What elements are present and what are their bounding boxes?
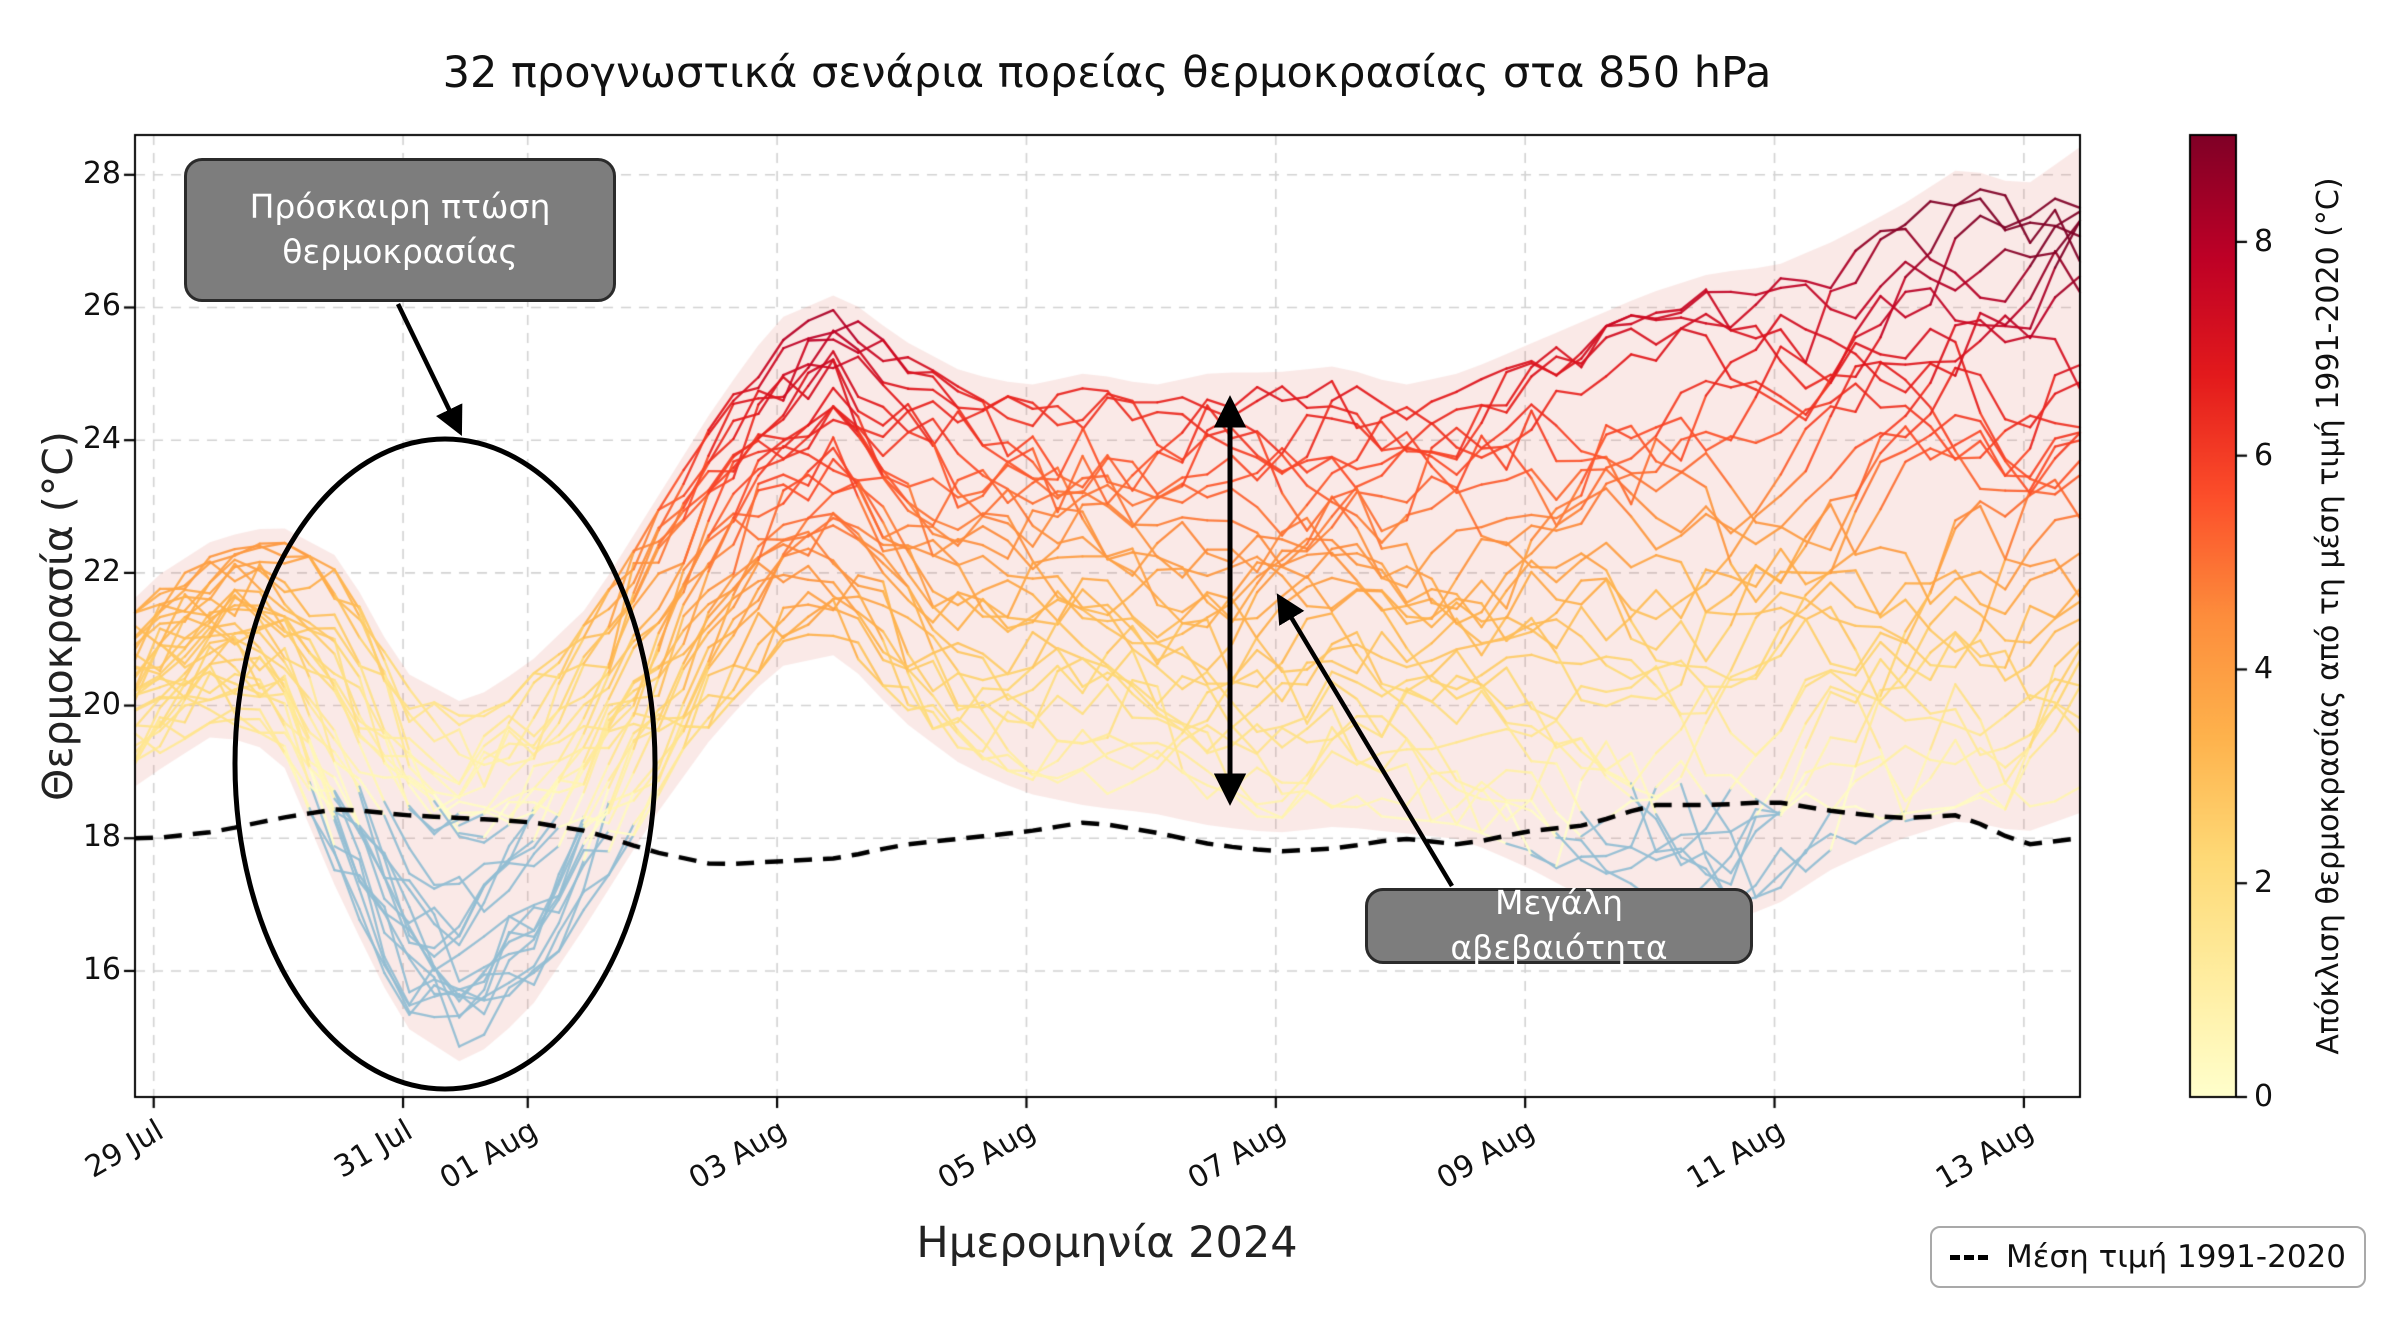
y-tick-label: 20 bbox=[82, 686, 121, 722]
chart-title: 32 προγνωστικά σενάρια πορείας θερμοκρασ… bbox=[442, 48, 1772, 98]
colorbar-tick-label: 8 bbox=[2254, 223, 2274, 259]
colorbar-tick-label: 2 bbox=[2254, 865, 2274, 901]
y-tick-label: 26 bbox=[82, 288, 121, 324]
x-axis-label: Ημερομηνία 2024 bbox=[916, 1218, 1298, 1268]
y-tick-label: 24 bbox=[82, 421, 121, 457]
y-tick-label: 28 bbox=[82, 155, 121, 191]
legend: Μέση τιμή 1991-2020 bbox=[1930, 1226, 2366, 1288]
y-tick-label: 16 bbox=[82, 951, 121, 987]
annotation-temp-drop: Πρόσκαιρη πτώση θερμοκρασίας bbox=[184, 158, 616, 302]
y-tick-label: 22 bbox=[82, 553, 121, 589]
annotation-uncertainty: Μεγάλη αβεβαιότητα bbox=[1365, 883, 1753, 967]
colorbar-tick-label: 0 bbox=[2254, 1079, 2274, 1114]
colorbar-tick-label: 6 bbox=[2254, 437, 2274, 473]
colorbar-tick-label: 4 bbox=[2254, 651, 2274, 687]
y-tick-label: 18 bbox=[82, 819, 121, 855]
colorbar-label: Απόκλιση θερμοκρασίας από τη μέση τιμή 1… bbox=[2311, 177, 2346, 1055]
legend-label: Μέση τιμή 1991-2020 bbox=[2005, 1239, 2346, 1275]
legend-dash-sample bbox=[1950, 1254, 1988, 1260]
